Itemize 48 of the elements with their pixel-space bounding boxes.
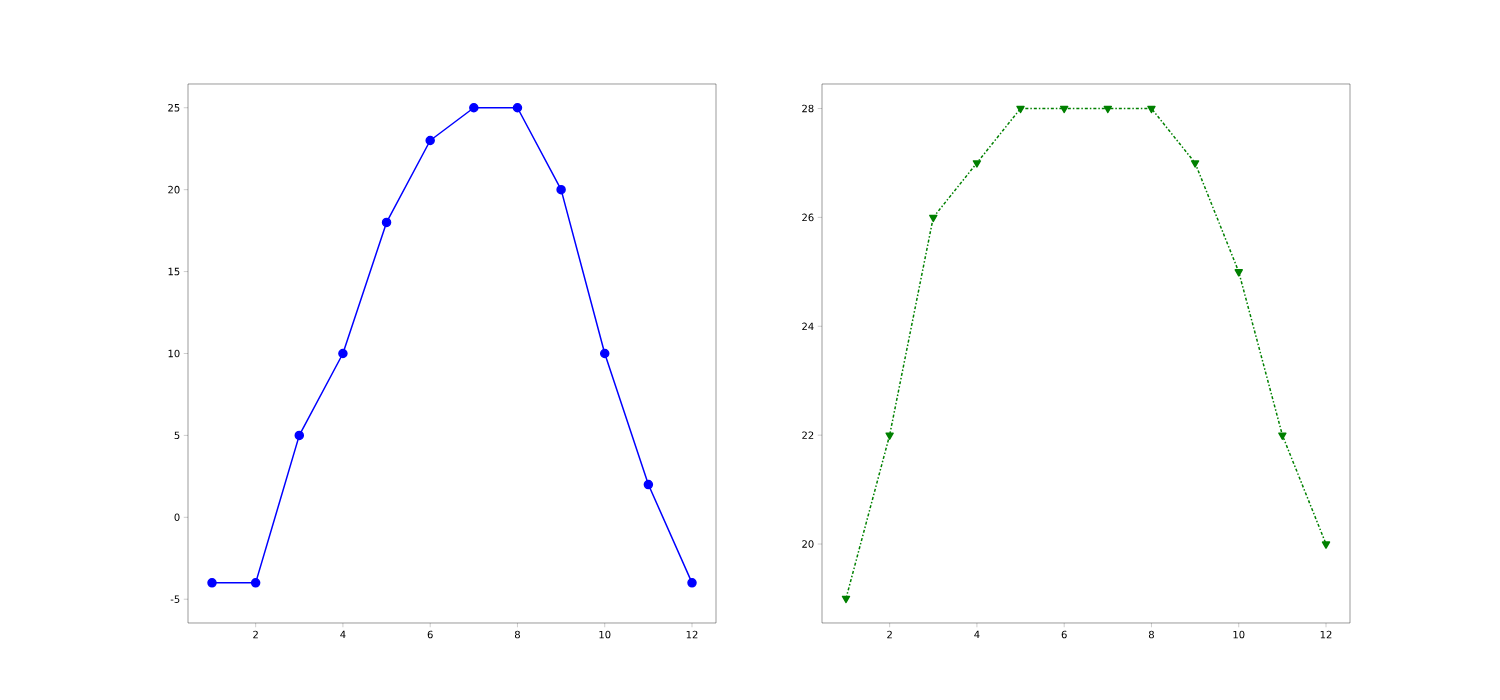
y-tick-label: -5 — [170, 595, 180, 603]
x-tick-label: 6 — [1061, 630, 1067, 639]
y-tick-label: 26 — [802, 213, 814, 222]
point — [1190, 160, 1200, 168]
y-tick-label: 0 — [174, 513, 180, 522]
point — [1147, 105, 1156, 114]
y-tick-label: 15 — [168, 267, 180, 276]
point — [1278, 432, 1287, 440]
x-tick-label: 2 — [253, 630, 258, 639]
x-tick-label: 12 — [1320, 630, 1332, 639]
point — [1103, 105, 1113, 114]
point — [841, 595, 851, 604]
x-tick-label: 10 — [599, 630, 611, 639]
x-tick-label: 8 — [1148, 630, 1154, 639]
point — [556, 184, 566, 195]
y-tick-label: 20 — [168, 185, 180, 194]
point — [1059, 105, 1069, 114]
point — [643, 479, 654, 490]
x-tick-label: 4 — [974, 630, 980, 639]
point — [250, 578, 261, 588]
point — [929, 214, 938, 223]
y-tick-label: 28 — [802, 104, 814, 113]
y-tick-label: 10 — [168, 349, 180, 358]
point — [885, 432, 894, 440]
x-tick-label: 6 — [427, 630, 433, 639]
point — [599, 348, 610, 359]
x-tick-label: 8 — [514, 630, 520, 639]
point — [512, 103, 523, 113]
point — [294, 430, 305, 441]
x-tick-label: 10 — [1233, 630, 1245, 639]
point — [469, 103, 479, 113]
y-tick-label: 25 — [168, 103, 180, 112]
point — [425, 135, 435, 146]
point — [1016, 105, 1025, 114]
y-tick-label: 24 — [802, 322, 814, 330]
point — [687, 578, 697, 588]
point — [207, 578, 217, 588]
point — [1321, 541, 1331, 549]
y-tick-label: 22 — [802, 431, 814, 439]
y-tick-label: 5 — [174, 431, 180, 440]
point — [381, 217, 392, 228]
x-tick-label: 2 — [887, 630, 892, 639]
y-tick-label: 20 — [802, 540, 814, 548]
point — [338, 348, 348, 359]
x-tick-label: 4 — [340, 630, 346, 639]
point — [972, 160, 982, 168]
point — [1234, 269, 1243, 277]
x-tick-label: 12 — [686, 630, 698, 639]
